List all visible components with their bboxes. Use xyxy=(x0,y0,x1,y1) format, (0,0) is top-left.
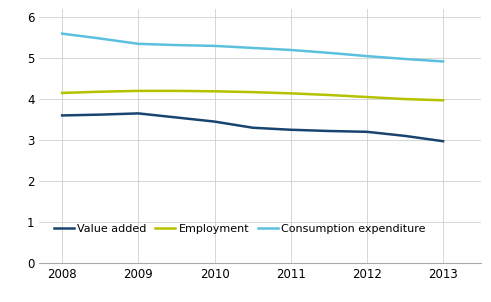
Value added xyxy=(173,116,179,119)
Consumption expenditure xyxy=(136,42,141,46)
Value added xyxy=(97,113,103,117)
Employment xyxy=(97,90,103,94)
Consumption expenditure xyxy=(402,57,408,61)
Value added xyxy=(364,130,370,133)
Consumption expenditure xyxy=(364,54,370,58)
Line: Consumption expenditure: Consumption expenditure xyxy=(62,34,443,61)
Employment xyxy=(402,97,408,101)
Consumption expenditure xyxy=(440,59,446,63)
Line: Employment: Employment xyxy=(62,91,443,100)
Consumption expenditure xyxy=(173,43,179,47)
Consumption expenditure xyxy=(249,46,255,50)
Employment xyxy=(173,89,179,93)
Value added xyxy=(440,140,446,143)
Consumption expenditure xyxy=(288,48,294,52)
Employment xyxy=(288,92,294,95)
Value added xyxy=(288,128,294,132)
Value added xyxy=(59,114,65,117)
Line: Value added: Value added xyxy=(62,113,443,141)
Legend: Value added, Employment, Consumption expenditure: Value added, Employment, Consumption exp… xyxy=(54,224,426,234)
Consumption expenditure xyxy=(59,32,65,35)
Employment xyxy=(59,91,65,95)
Employment xyxy=(326,93,332,97)
Consumption expenditure xyxy=(326,51,332,55)
Value added xyxy=(249,126,255,130)
Consumption expenditure xyxy=(212,44,218,48)
Employment xyxy=(136,89,141,93)
Employment xyxy=(212,89,218,93)
Value added xyxy=(326,129,332,133)
Employment xyxy=(364,95,370,99)
Employment xyxy=(440,98,446,102)
Value added xyxy=(136,111,141,115)
Value added xyxy=(402,134,408,138)
Consumption expenditure xyxy=(97,37,103,40)
Employment xyxy=(249,90,255,94)
Value added xyxy=(212,120,218,124)
